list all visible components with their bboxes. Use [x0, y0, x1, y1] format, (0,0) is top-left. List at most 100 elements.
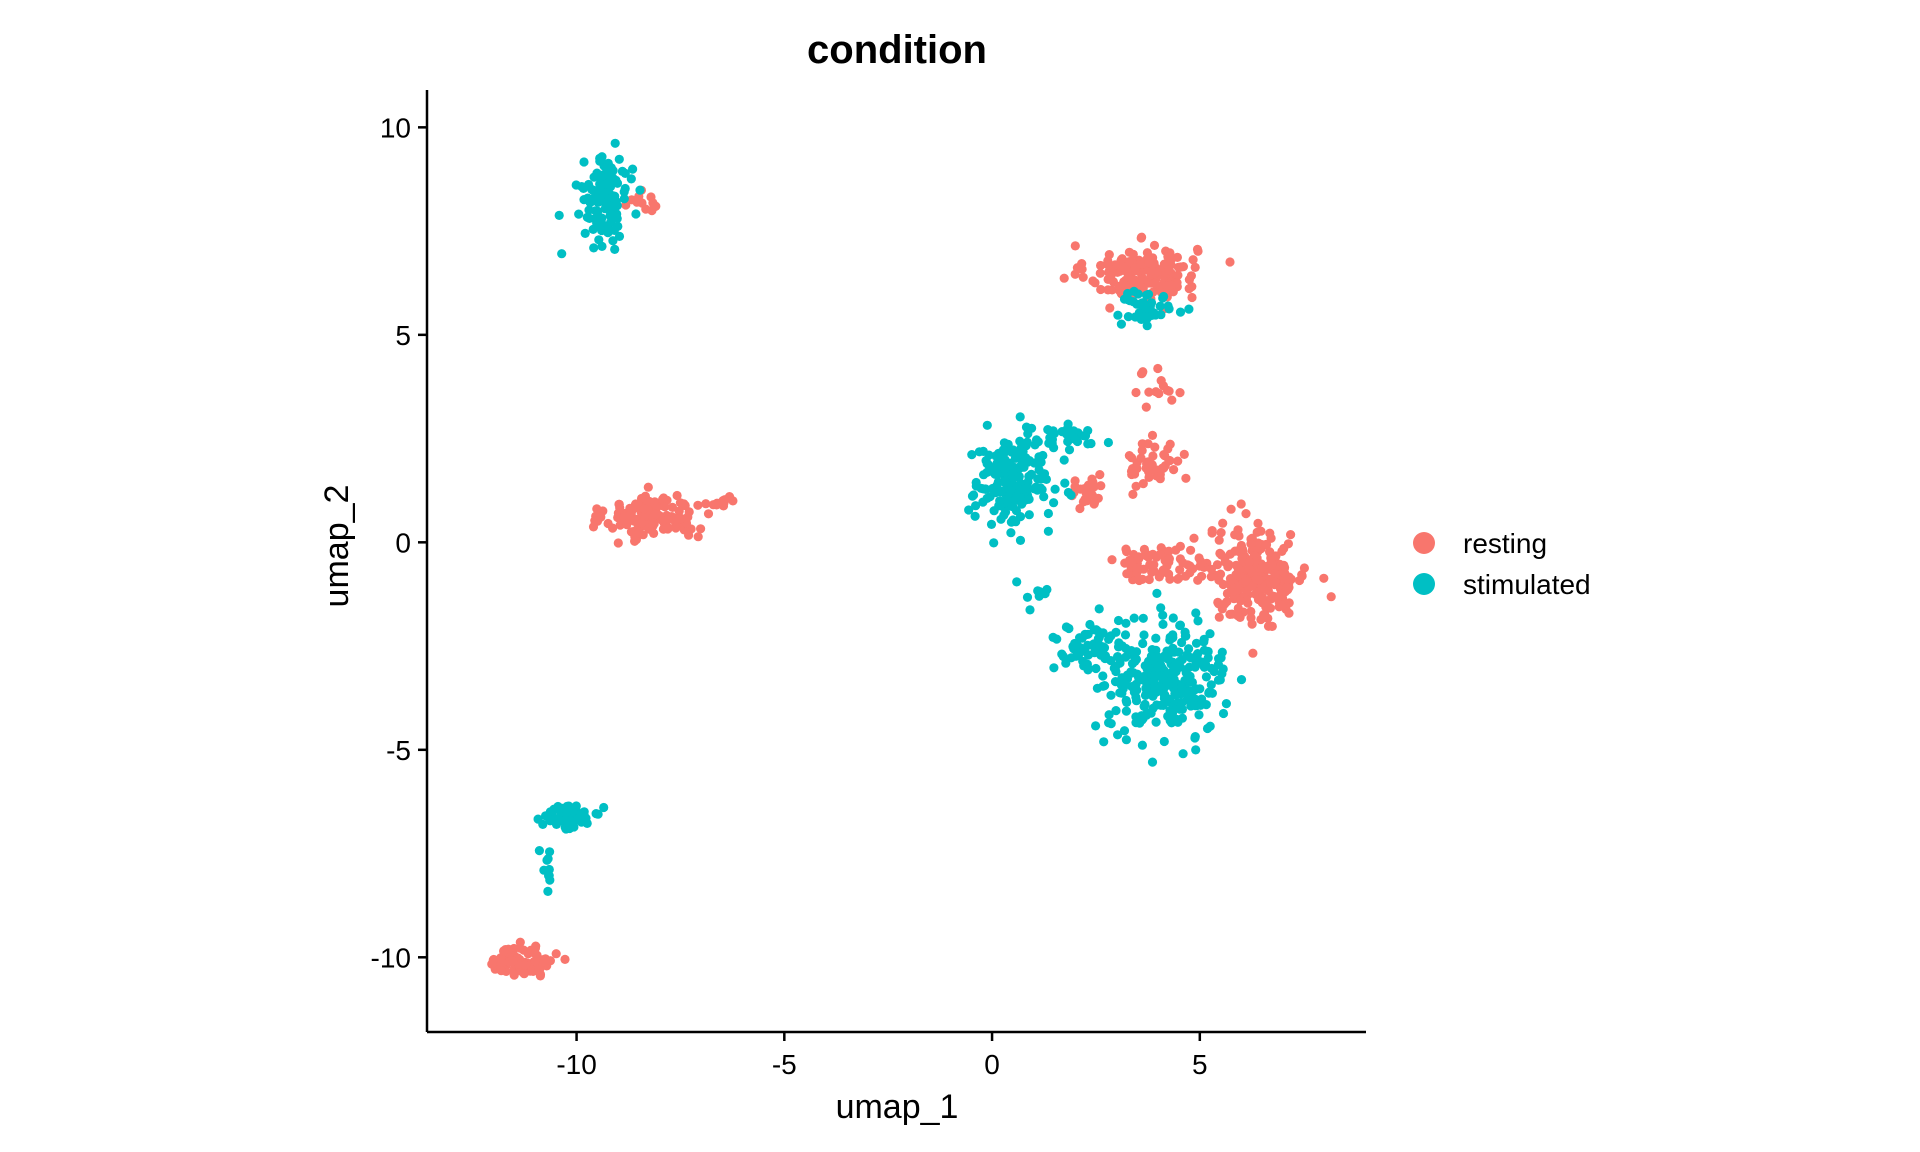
point-stimulated: [628, 164, 638, 174]
point-stimulated: [1158, 610, 1168, 620]
point-resting: [1233, 611, 1243, 621]
point-resting: [1095, 470, 1105, 480]
point-stimulated: [1164, 680, 1174, 690]
point-stimulated: [982, 493, 992, 503]
point-resting: [1190, 262, 1200, 272]
point-stimulated: [1067, 426, 1077, 436]
point-resting: [1150, 442, 1160, 452]
point-resting: [672, 490, 682, 501]
point-resting: [693, 500, 703, 510]
point-stimulated: [542, 855, 552, 865]
point-stimulated: [1133, 289, 1143, 299]
point-resting: [1165, 456, 1175, 466]
point-stimulated: [1218, 708, 1229, 719]
point-stimulated: [1106, 719, 1116, 729]
point-resting: [1225, 257, 1235, 267]
point-resting: [646, 192, 656, 202]
point-resting: [1164, 546, 1174, 556]
point-resting: [1118, 262, 1129, 272]
point-stimulated: [626, 174, 636, 184]
point-stimulated: [593, 221, 603, 232]
point-resting: [1138, 274, 1148, 284]
point-resting: [1222, 597, 1232, 607]
point-resting: [1286, 530, 1296, 540]
x-tick-label: 0: [984, 1049, 1000, 1080]
point-stimulated: [1021, 422, 1032, 432]
y-tick-label: 10: [380, 112, 411, 143]
point-stimulated: [1089, 625, 1099, 635]
point-resting: [637, 518, 647, 528]
point-stimulated: [1168, 613, 1178, 623]
point-stimulated: [1098, 671, 1108, 681]
point-resting: [728, 496, 738, 506]
point-resting: [1117, 254, 1127, 264]
point-stimulated: [1070, 434, 1080, 444]
point-stimulated: [1123, 312, 1133, 322]
point-stimulated: [572, 814, 583, 825]
point-resting: [1188, 255, 1198, 265]
point-stimulated: [534, 846, 545, 856]
point-stimulated: [1159, 651, 1170, 661]
point-stimulated: [1059, 455, 1069, 465]
chart-title: condition: [807, 28, 987, 72]
point-resting: [1124, 451, 1134, 461]
point-stimulated: [1006, 528, 1016, 538]
point-resting: [634, 527, 644, 538]
point-stimulated: [1115, 688, 1125, 698]
point-stimulated: [549, 814, 559, 824]
point-resting: [1149, 240, 1160, 250]
point-stimulated: [1113, 642, 1124, 652]
point-resting: [703, 509, 714, 519]
point-stimulated: [967, 491, 978, 501]
point-resting: [1247, 619, 1257, 629]
point-resting: [1233, 564, 1243, 574]
point-stimulated: [1043, 526, 1053, 536]
point-stimulated: [597, 213, 607, 223]
point-resting: [1147, 430, 1158, 440]
point-stimulated: [610, 244, 620, 254]
point-stimulated: [989, 538, 999, 548]
point-stimulated: [1086, 438, 1096, 449]
point-stimulated: [1018, 497, 1028, 507]
point-stimulated: [1011, 506, 1022, 516]
point-stimulated: [1060, 478, 1070, 488]
point-stimulated: [1121, 618, 1131, 628]
point-resting: [1137, 445, 1147, 456]
point-stimulated: [1137, 740, 1147, 750]
point-stimulated: [1012, 577, 1022, 587]
point-stimulated: [1091, 663, 1101, 674]
point-stimulated: [1130, 312, 1140, 322]
point-resting: [592, 504, 602, 514]
point-stimulated: [1122, 697, 1132, 708]
point-stimulated: [1063, 487, 1073, 498]
point-stimulated: [1163, 694, 1173, 704]
point-resting: [1166, 280, 1176, 290]
point-resting: [1236, 499, 1246, 509]
point-resting: [535, 969, 546, 980]
point-stimulated: [1000, 507, 1011, 517]
point-resting: [701, 499, 711, 509]
point-resting: [1235, 596, 1246, 606]
point-resting: [537, 957, 547, 967]
point-resting: [1070, 476, 1080, 486]
legend: resting stimulated: [1413, 528, 1591, 600]
point-resting: [1164, 386, 1174, 396]
point-stimulated: [1121, 706, 1131, 716]
legend-swatch-resting: [1413, 532, 1435, 554]
point-resting: [551, 949, 561, 959]
point-stimulated: [1083, 664, 1093, 674]
point-stimulated: [1104, 634, 1114, 645]
point-stimulated: [1039, 492, 1049, 502]
point-resting: [1207, 528, 1217, 538]
point-resting: [1121, 544, 1131, 554]
point-stimulated: [593, 206, 603, 216]
point-stimulated: [1081, 630, 1091, 640]
point-stimulated: [1199, 637, 1209, 647]
point-stimulated: [1057, 649, 1067, 659]
point-stimulated: [1113, 310, 1123, 320]
point-stimulated: [554, 210, 564, 220]
point-resting: [674, 506, 684, 516]
point-resting: [658, 516, 668, 526]
point-resting: [1173, 456, 1183, 466]
